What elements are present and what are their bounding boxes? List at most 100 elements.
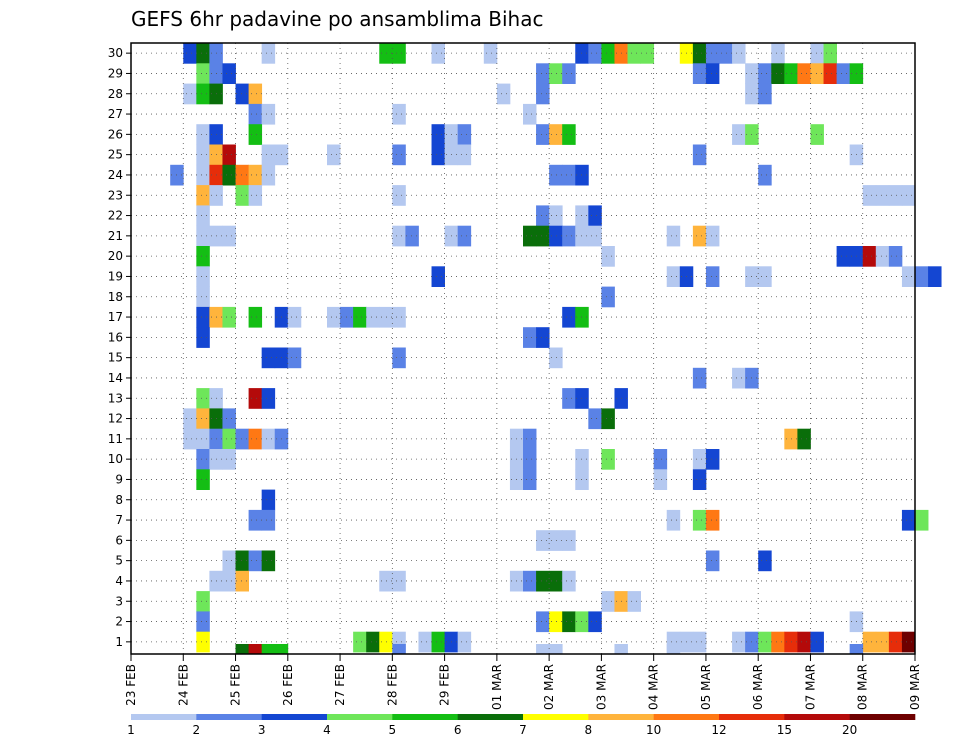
y-tick-label: 29 <box>108 66 123 80</box>
x-tick-label: 26 FEB <box>281 664 295 706</box>
ensemble-cell <box>196 591 210 612</box>
ensemble-cell <box>719 43 733 64</box>
y-tick-label: 26 <box>108 127 123 141</box>
x-tick-label: 23 FEB <box>124 664 138 706</box>
ensemble-cell <box>196 266 210 287</box>
y-tick-label: 7 <box>115 513 123 527</box>
ensemble-cell <box>692 43 707 64</box>
colorbar-swatch <box>719 714 785 720</box>
colorbar-swatch <box>261 714 328 720</box>
control-cell <box>235 644 249 654</box>
ensemble-cell <box>588 225 602 247</box>
ensemble-cell <box>196 388 210 409</box>
ensemble-cell <box>888 631 903 653</box>
ensemble-cell <box>901 509 916 531</box>
ensemble-cell <box>196 286 210 308</box>
ensemble-cell <box>549 570 563 592</box>
ensemble-cell <box>732 43 746 64</box>
colorbar-label: 15 <box>777 723 792 737</box>
ensemble-cell <box>888 185 903 206</box>
ensemble-cell <box>196 63 210 84</box>
ensemble-cell <box>523 327 537 348</box>
ensemble-cell <box>248 185 263 206</box>
ensemble-cell <box>758 164 772 186</box>
ensemble-cell <box>222 164 236 186</box>
ensemble-cell <box>588 205 602 227</box>
ensemble-cell <box>771 63 785 84</box>
ensemble-cell <box>588 611 602 633</box>
ensemble-cell <box>261 388 276 409</box>
y-tick-label: 1 <box>115 635 123 649</box>
ensemble-cell <box>196 327 210 348</box>
ensemble-cell <box>758 266 772 287</box>
y-tick-label: 9 <box>115 472 123 486</box>
ensemble-cell <box>771 631 785 653</box>
ensemble-cell <box>392 225 406 247</box>
ensemble-cell <box>222 144 236 166</box>
ensemble-cell <box>248 428 263 450</box>
colorbar-swatch <box>196 714 262 720</box>
control-cell <box>849 644 864 654</box>
ensemble-cell <box>627 43 641 64</box>
ensemble-cell <box>222 225 236 247</box>
ensemble-cell <box>862 185 877 206</box>
ensemble-cell <box>392 43 406 64</box>
ensemble-cell <box>431 43 445 64</box>
y-tick-label: 19 <box>108 269 123 283</box>
ensemble-cell <box>261 550 276 572</box>
ensemble-cell <box>823 63 837 84</box>
ensemble-cell <box>196 611 210 633</box>
ensemble-cell <box>183 408 197 430</box>
ensemble-cell <box>353 631 367 653</box>
x-tick-label: 28 FEB <box>385 664 399 706</box>
ensemble-cell <box>392 570 406 592</box>
ensemble-cell <box>457 144 472 166</box>
ensemble-cell <box>901 631 916 653</box>
ensemble-cell <box>797 631 811 653</box>
ensemble-cell <box>431 144 445 166</box>
ensemble-cell <box>431 266 445 287</box>
ensemble-cell <box>523 103 537 125</box>
ensemble-cell <box>222 306 236 328</box>
y-tick-label: 14 <box>108 371 123 385</box>
y-tick-label: 25 <box>108 148 123 162</box>
ensemble-cell <box>666 225 681 247</box>
ensemble-cell <box>536 225 550 247</box>
ensemble-cell <box>601 246 615 267</box>
ensemble-cell <box>261 347 276 369</box>
x-tick-label: 02 MAR <box>542 664 556 710</box>
colorbar-swatch <box>523 714 589 720</box>
colorbar-label: 10 <box>646 723 661 737</box>
ensemble-cell <box>549 347 563 369</box>
ensemble-cell <box>862 631 877 653</box>
ensemble-cell <box>901 185 916 206</box>
ensemble-cell <box>601 449 615 470</box>
ensemble-cell <box>562 124 576 145</box>
x-tick-label: 03 MAR <box>594 664 608 710</box>
ensemble-cell <box>666 266 681 287</box>
x-tick-label: 07 MAR <box>803 664 817 710</box>
ensemble-cell <box>875 185 890 206</box>
x-tick-label: 24 FEB <box>176 664 190 706</box>
ensemble-cell <box>705 225 720 247</box>
ensemble-cell <box>810 124 824 145</box>
ensemble-cell <box>549 124 563 145</box>
ensemble-cell <box>457 124 472 145</box>
ensemble-cell <box>196 43 210 64</box>
colorbar-swatch <box>588 714 654 720</box>
ensemble-cell <box>183 428 197 450</box>
colorbar-swatch <box>327 714 393 720</box>
ensemble-cell <box>196 449 210 470</box>
ensemble-cell <box>692 225 707 247</box>
ensemble-cell <box>196 124 210 145</box>
ensemble-cell <box>862 246 877 267</box>
ensemble-cell <box>875 631 890 653</box>
control-cell <box>274 644 289 654</box>
ensemble-cell <box>196 185 210 206</box>
control-cell <box>248 644 263 654</box>
ensemble-cell <box>692 367 707 389</box>
ensemble-cell <box>248 164 263 186</box>
ensemble-cell <box>235 164 249 186</box>
ensemble-cell <box>810 43 824 64</box>
ensemble-cell <box>836 63 851 84</box>
